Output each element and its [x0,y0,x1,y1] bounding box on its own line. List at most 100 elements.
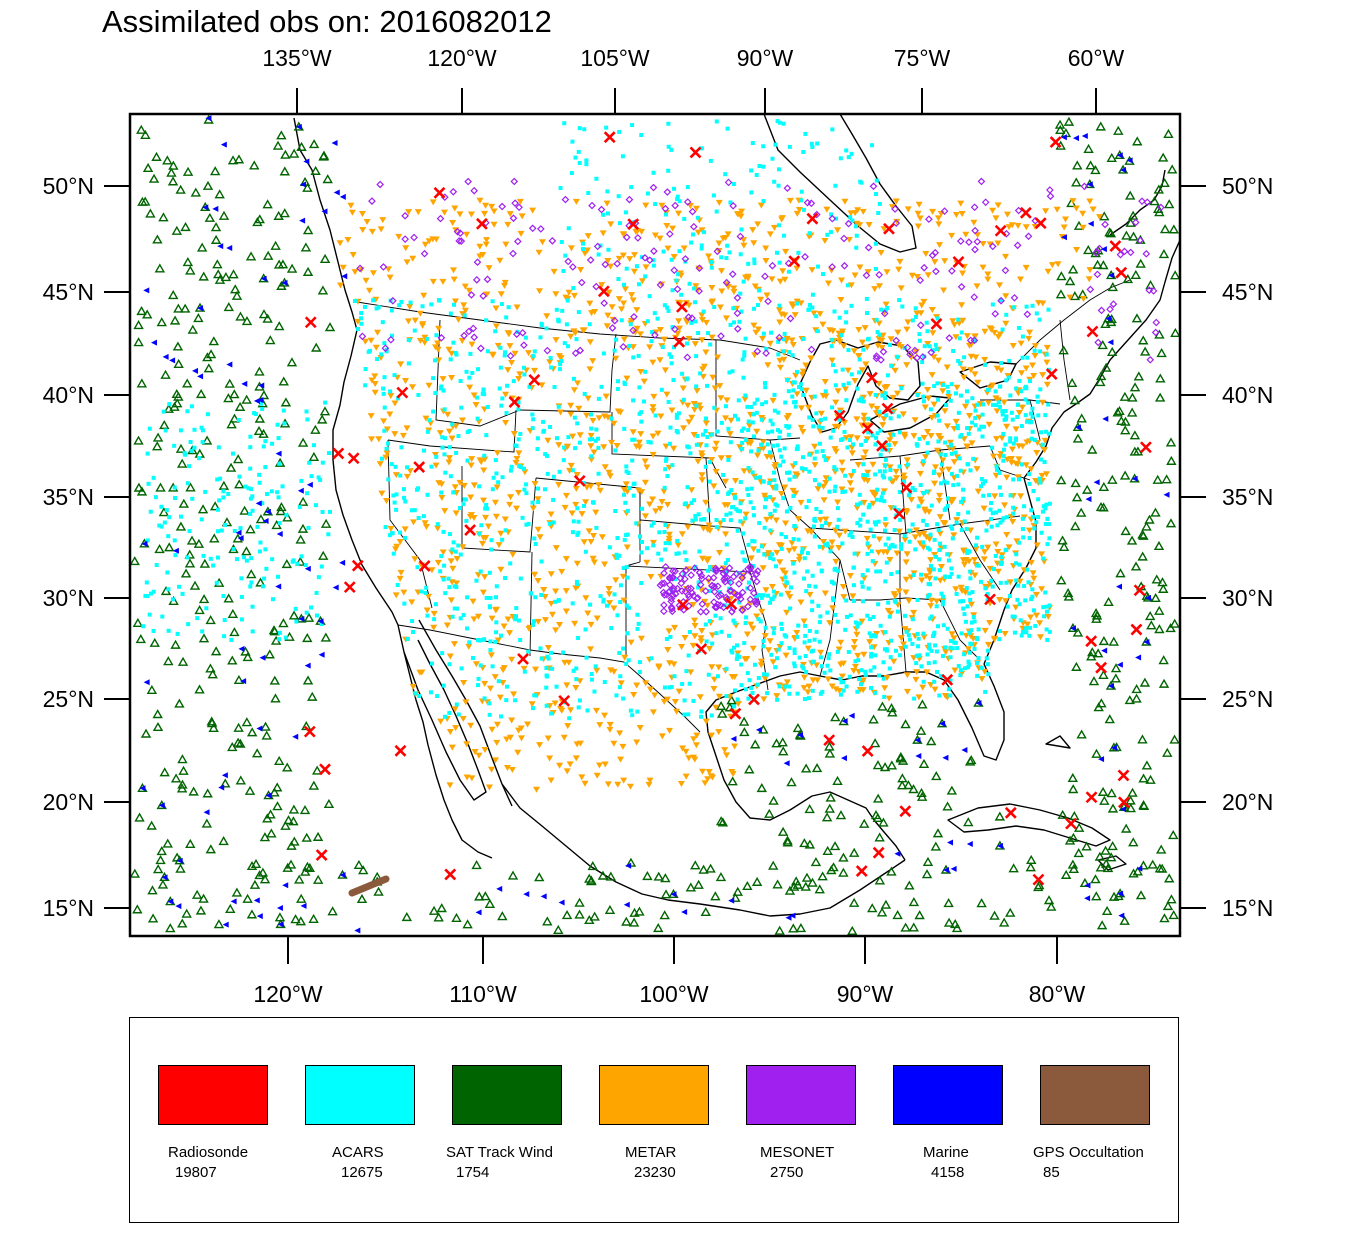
sat-marker [152,432,164,442]
metar-marker [874,342,882,349]
metar-marker [722,415,730,422]
acars-marker [544,326,549,331]
metar-marker [952,334,960,341]
sat-marker [1110,663,1122,673]
metar-marker [937,564,945,571]
acars-marker [1036,413,1041,418]
metar-marker [813,677,821,684]
metar-marker [938,467,946,474]
metar-marker [582,595,590,602]
acars-marker [727,370,732,375]
metar-marker [772,517,780,524]
acars-marker [490,664,495,669]
metar-marker [593,667,601,674]
acars-marker [998,580,1003,585]
acars-marker [844,320,849,325]
marine-marker [730,735,737,742]
acars-marker [941,599,946,604]
acars-marker [516,400,521,405]
metar-marker [649,404,657,411]
acars-marker [239,617,244,622]
metar-marker [996,282,1004,289]
acars-marker [814,506,819,511]
metar-marker [379,217,387,224]
sat-marker [242,893,253,903]
sat-marker [1099,795,1110,805]
acars-marker [500,475,505,480]
metar-marker [658,498,666,505]
radiosonde-marker [444,868,457,881]
acars-marker [559,239,564,244]
acars-marker [500,537,505,542]
sat-marker [296,141,307,151]
metar-marker [952,212,960,219]
acars-marker [732,620,737,625]
metar-marker [967,367,975,374]
metar-marker [474,572,482,579]
acars-marker [988,507,993,512]
acars-marker [441,577,446,582]
radiosonde-marker [627,218,640,231]
metar-marker [951,667,959,674]
acars-marker [703,622,708,627]
acars-marker [950,526,955,531]
acars-marker [750,470,755,475]
metar-marker [589,417,597,424]
metar-marker [660,488,668,495]
metar-marker [416,310,424,317]
metar-marker [856,687,864,694]
acars-marker [470,655,475,660]
acars-marker [664,456,669,461]
acars-marker [250,508,255,513]
metar-marker [701,598,709,605]
acars-marker [645,546,650,551]
sat-marker [241,546,252,556]
acars-marker [561,458,566,463]
acars-marker [395,582,400,587]
acars-marker [260,406,265,411]
metar-marker [688,487,696,494]
acars-marker [793,461,798,466]
acars-marker [643,369,648,374]
sat-marker [653,922,664,933]
metar-marker [530,367,538,374]
sat-marker [255,577,266,587]
acars-marker [940,382,945,387]
acars-marker [772,408,777,413]
acars-marker [946,389,951,394]
acars-marker [570,139,575,144]
metar-marker [1026,329,1034,336]
metar-marker [492,513,500,520]
metar-marker [855,352,863,359]
acars-marker [208,556,213,561]
metar-marker [656,235,664,242]
sat-marker [1101,905,1113,916]
acars-marker [799,550,804,555]
mesonet-marker [509,214,518,223]
mesonet-marker [455,237,464,245]
sat-marker [1069,395,1081,405]
mesonet-marker [945,334,954,342]
acars-marker [928,407,933,412]
acars-marker [990,302,995,307]
metar-marker [685,755,693,762]
acars-marker [731,182,736,187]
acars-marker [442,436,447,441]
mesonet-marker [528,224,537,233]
acars-marker [447,662,452,667]
sat-marker [194,684,205,694]
acars-marker [282,421,287,426]
acars-marker [185,409,190,414]
acars-marker [846,649,851,654]
metar-marker [660,336,668,343]
sat-marker [1129,430,1141,440]
acars-marker [182,451,187,456]
marine-marker [256,913,263,920]
metar-marker [808,267,816,274]
acars-marker [750,538,755,543]
acars-marker [1022,584,1027,589]
acars-marker [818,691,823,696]
acars-marker [456,712,461,717]
acars-marker [915,598,920,603]
acars-marker [625,631,630,636]
